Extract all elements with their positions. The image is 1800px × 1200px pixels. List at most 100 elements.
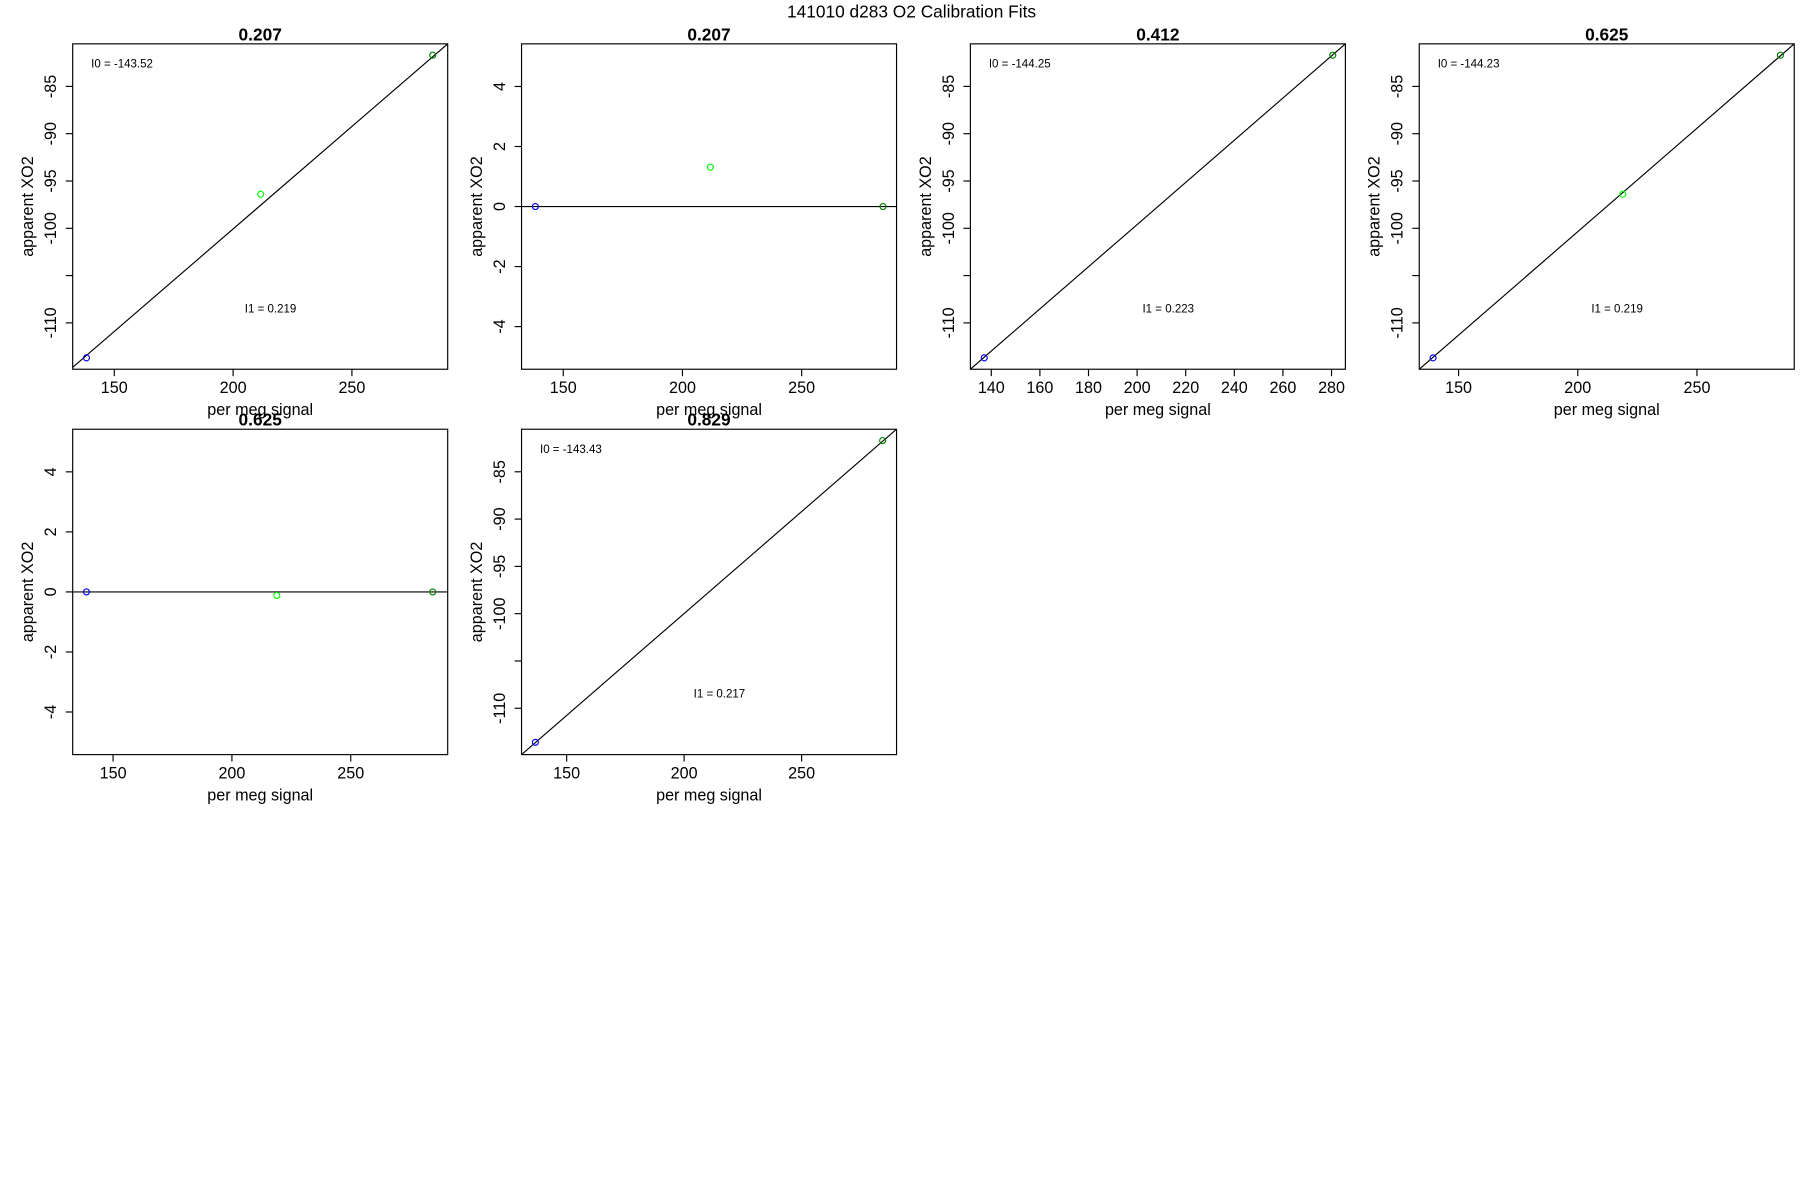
x-tick-label: 150	[553, 764, 580, 782]
annotation: I1 = 0.223	[1142, 303, 1194, 315]
y-axis-label: apparent XO2	[1366, 156, 1384, 257]
y-tick-label: -4	[42, 705, 60, 719]
panel: 0.207 per meg signal apparent XO2 150 200 250…	[19, 24, 449, 419]
annotation: I1 = 0.219	[1591, 303, 1643, 315]
point	[1776, 51, 1784, 59]
y-tick-label: -90	[42, 122, 60, 145]
y-tick-label: -4	[491, 319, 509, 333]
y-tick-label: 2	[42, 527, 60, 536]
y-axis-label: apparent XO2	[19, 156, 37, 257]
x-tick-label: 200	[669, 379, 696, 397]
y-tick-label: -90	[940, 122, 958, 145]
x-tick-label: 250	[1683, 379, 1710, 397]
x-tick-label: 160	[1026, 379, 1053, 397]
annotation: I0 = -144.25	[989, 59, 1051, 71]
point	[273, 591, 281, 600]
annotation: I0 = -143.43	[540, 444, 602, 456]
y-tick-label: -100	[42, 212, 60, 244]
point	[531, 202, 539, 211]
x-axis-label: per meg signal	[207, 401, 313, 419]
panel: 0.829 per meg signal apparent XO2 150 200 250…	[468, 410, 898, 804]
x-tick-label: 200	[671, 764, 698, 782]
x-tick-label: 150	[550, 379, 577, 397]
y-tick-label: 0	[42, 587, 60, 596]
y-tick-label: -110	[42, 307, 60, 338]
fit-line	[1419, 43, 1795, 370]
x-tick-label: 150	[101, 379, 128, 397]
x-tick-label: 250	[337, 764, 364, 782]
point	[82, 588, 91, 596]
plot-frame	[520, 428, 898, 756]
x-tick-label: 150	[1445, 379, 1472, 397]
annotation: I0 = -143.52	[91, 59, 153, 71]
point	[1429, 354, 1437, 362]
y-tick-label: -100	[491, 598, 509, 630]
y-axis-label: apparent XO2	[468, 156, 486, 257]
point	[429, 51, 437, 59]
panel-title: 0.207	[239, 24, 282, 44]
x-tick-label: 250	[788, 764, 815, 782]
y-tick-label: -110	[1389, 307, 1407, 338]
x-tick-label: 240	[1221, 379, 1248, 397]
panel-title: 0.625	[239, 410, 283, 430]
fit-line	[970, 43, 1346, 370]
y-tick-label: -90	[491, 507, 509, 530]
point	[1329, 51, 1337, 59]
y-tick-label: -85	[1389, 75, 1407, 98]
x-axis-label: per meg signal	[1554, 401, 1660, 419]
panel-title: 0.625	[1585, 24, 1629, 44]
panel: 0.412 per meg signal apparent XO2 140 160 180…	[917, 24, 1346, 419]
x-axis-label: per meg signal	[1105, 401, 1211, 419]
x-tick-label: 250	[338, 379, 365, 397]
y-tick-label: -110	[491, 693, 509, 724]
point	[1619, 190, 1627, 198]
annotation: I0 = -144.23	[1438, 59, 1500, 71]
y-tick-label: -95	[940, 169, 958, 192]
y-tick-label: 2	[491, 142, 509, 151]
x-axis-label: per meg signal	[207, 786, 313, 804]
x-tick-label: 180	[1075, 379, 1102, 397]
panel: 0.625 per meg signal apparent XO2 150 200 250…	[19, 410, 449, 804]
y-tick-label: -2	[42, 645, 60, 659]
panel-title: 0.829	[687, 410, 730, 430]
x-axis-label: per meg signal	[656, 401, 762, 419]
x-tick-label: 150	[100, 764, 127, 782]
fit-line	[72, 43, 448, 368]
y-axis-label: apparent XO2	[468, 542, 486, 643]
point	[879, 202, 887, 211]
annotation: I1 = 0.219	[245, 303, 297, 315]
x-tick-label: 250	[788, 379, 815, 397]
x-tick-label: 200	[1124, 379, 1151, 397]
y-tick-label: -2	[491, 259, 509, 273]
panel: 0.625 per meg signal apparent XO2 150 200 250…	[1366, 24, 1795, 419]
point	[429, 588, 437, 596]
y-tick-label: -95	[42, 169, 60, 192]
y-tick-label: -95	[491, 555, 509, 578]
point	[980, 354, 988, 362]
y-tick-label: -85	[42, 75, 60, 98]
panel: 0.207 per meg signal apparent XO2 150 200 250…	[468, 24, 898, 419]
point	[82, 354, 91, 362]
y-tick-label: 4	[42, 467, 60, 476]
y-tick-label: -100	[1389, 212, 1407, 244]
x-tick-label: 200	[218, 764, 245, 782]
x-tick-label: 200	[220, 379, 247, 397]
panel-title: 0.412	[1136, 24, 1179, 44]
point	[706, 163, 714, 171]
panel-title: 0.207	[687, 24, 730, 44]
x-axis-label: per meg signal	[656, 786, 762, 804]
x-tick-label: 200	[1564, 379, 1591, 397]
fit-line	[521, 429, 897, 755]
y-tick-label: 4	[491, 82, 509, 91]
annotation: I1 = 0.217	[694, 689, 746, 701]
y-tick-label: -85	[491, 460, 509, 483]
plot-frame	[1418, 43, 1795, 370]
point	[531, 738, 539, 746]
plot-frame	[72, 43, 449, 370]
y-tick-label: 0	[491, 202, 509, 211]
y-tick-label: -100	[940, 212, 958, 244]
y-axis-label: apparent XO2	[19, 542, 37, 643]
